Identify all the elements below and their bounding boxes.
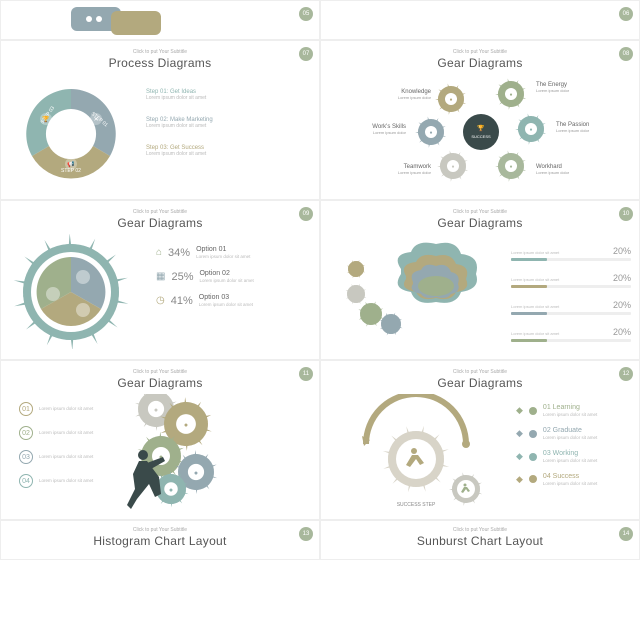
svg-text:●: ● xyxy=(169,487,173,494)
slide-sunburst-partial: 14 Click to put Your Subtitle Sunburst C… xyxy=(320,520,640,560)
slide-title: Gear Diagrams xyxy=(331,216,629,230)
svg-text:📢: 📢 xyxy=(67,160,75,168)
slide-title: Gear Diagrams xyxy=(331,56,629,70)
slide-badge: 09 xyxy=(299,207,313,221)
svg-text:●: ● xyxy=(449,97,452,103)
step-list: ◆01 LearningLorem ipsum dolor sit amet◆0… xyxy=(516,404,636,495)
svg-text:✕: ✕ xyxy=(93,117,98,123)
svg-text:●: ● xyxy=(529,127,532,133)
slide-subtitle: Click to put Your Subtitle xyxy=(11,209,309,215)
slide-subtitle: Click to put Your Subtitle xyxy=(11,49,309,55)
option-list: ⌂34%Option 01Lorem ipsum dolor sit amet … xyxy=(156,246,316,314)
gear-pie-chart xyxy=(11,234,141,349)
gauge-gear-chart: SUCCESS STEP xyxy=(336,394,506,509)
slide-title: Gear Diagrams xyxy=(11,216,309,230)
slide-title: Gear Diagrams xyxy=(11,376,309,390)
slide-subtitle: Click to put Your Subtitle xyxy=(11,527,309,533)
svg-text:●: ● xyxy=(451,164,454,170)
cloud-gear-chart xyxy=(331,234,501,349)
grid-icon: ▦ xyxy=(156,271,165,282)
slide-05-partial: 05 xyxy=(0,0,320,40)
svg-text:●: ● xyxy=(429,130,432,136)
slide-badge: 13 xyxy=(299,527,313,541)
slide-badge: 05 xyxy=(299,7,313,21)
svg-text:●: ● xyxy=(184,422,188,429)
slide-badge: 14 xyxy=(619,527,633,541)
slide-gear-network: 08 Click to put Your Subtitle Gear Diagr… xyxy=(320,40,640,200)
svg-text:●: ● xyxy=(509,92,512,98)
slide-title: Sunburst Chart Layout xyxy=(331,534,629,548)
slide-subtitle: Click to put Your Subtitle xyxy=(331,209,629,215)
pct-value: 41% xyxy=(171,295,193,307)
svg-text:SUCCESS STEP: SUCCESS STEP xyxy=(397,502,436,508)
slide-gear-push: 11 Click to put Your Subtitle Gear Diagr… xyxy=(0,360,320,520)
process-step-list: Step 01: Get IdeasLorem ipsum dolor sit … xyxy=(146,89,311,157)
slide-subtitle: Click to put Your Subtitle xyxy=(331,49,629,55)
svg-text:🏆: 🏆 xyxy=(477,124,485,132)
svg-text:●: ● xyxy=(194,470,198,477)
slide-badge: 10 xyxy=(619,207,633,221)
slide-title: Histogram Chart Layout xyxy=(11,534,309,548)
svg-text:●: ● xyxy=(509,164,512,170)
process-ring-chart: STEP 01 STEP 02 STEP 03 ✕ 📢 🏆 xyxy=(16,79,136,189)
slide-gear-runner: 12 Click to put Your Subtitle Gear Diagr… xyxy=(320,360,640,520)
slide-process-diagrams: 07 Click to put Your Subtitle Process Di… xyxy=(0,40,320,200)
slide-badge: 06 xyxy=(619,7,633,21)
slide-title: Process Diagrams xyxy=(11,56,309,70)
home-icon: ⌂ xyxy=(156,247,162,258)
svg-text:●: ● xyxy=(154,407,158,414)
pct-value: 25% xyxy=(171,271,193,283)
slide-badge: 11 xyxy=(299,367,313,381)
bar-list: Lorem ipsum dolor sit amet20%Lorem ipsum… xyxy=(511,246,631,354)
chat-bubbles-icon xyxy=(11,5,311,35)
slide-histogram-partial: 13 Click to put Your Subtitle Histogram … xyxy=(0,520,320,560)
svg-text:SUCCESS: SUCCESS xyxy=(471,134,491,139)
slide-badge: 07 xyxy=(299,47,313,61)
slide-grid: 05 06 07 Click to put Your Subtitle Proc… xyxy=(0,0,640,560)
bullet-list: 01Lorem ipsum dolor sit amet02Lorem ipsu… xyxy=(19,402,114,498)
slide-subtitle: Click to put Your Subtitle xyxy=(331,527,629,533)
slide-06-partial: 06 xyxy=(320,0,640,40)
slide-title: Gear Diagrams xyxy=(331,376,629,390)
pct-value: 34% xyxy=(168,247,190,259)
slide-subtitle: Click to put Your Subtitle xyxy=(331,369,629,375)
slide-badge: 08 xyxy=(619,47,633,61)
person-icon xyxy=(127,450,165,509)
slide-gear-cloud: 10 Click to put Your Subtitle Gear Diagr… xyxy=(320,200,640,360)
slide-badge: 12 xyxy=(619,367,633,381)
slide-subtitle: Click to put Your Subtitle xyxy=(11,369,309,375)
slide-gear-pie: 09 Click to put Your Subtitle Gear Diagr… xyxy=(0,200,320,360)
clock-icon: ◷ xyxy=(156,295,165,306)
svg-text:🏆: 🏆 xyxy=(42,115,50,123)
gear-stack-chart: ●●●●● xyxy=(116,394,316,514)
